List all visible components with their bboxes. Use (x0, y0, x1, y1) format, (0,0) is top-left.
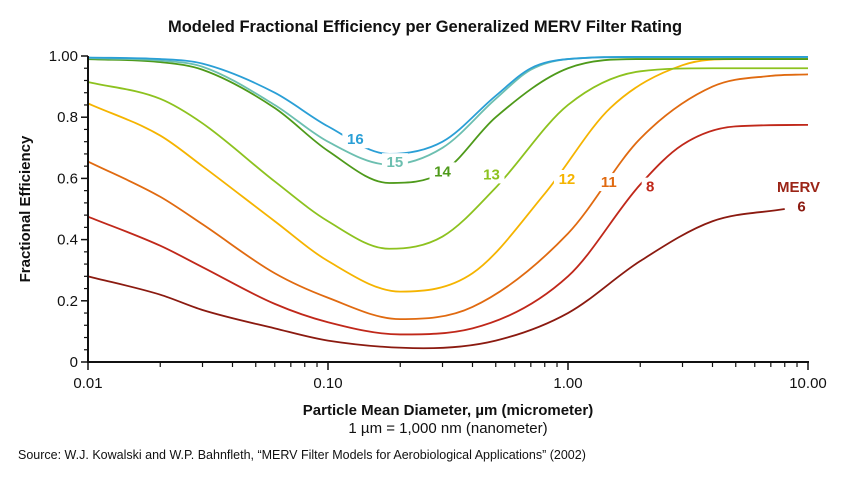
series-label-merv-15: 15 (387, 154, 404, 171)
series-label-bg (793, 197, 811, 216)
y-tick-label: 0.2 (57, 293, 78, 310)
series-label-bg (429, 162, 456, 181)
series-label-merv-16: 16 (347, 131, 364, 148)
x-axis-label: Particle Mean Diameter, µm (micrometer) (303, 402, 593, 419)
series-line-merv-16 (87, 56, 808, 155)
x-tick-label: 0.01 (73, 375, 102, 392)
series-label-bg (342, 130, 369, 149)
x-ticks: 0.01 0.10 1.00 10.00 (73, 362, 827, 392)
series-label-merv-12: 12 (559, 171, 576, 188)
series-layer (87, 56, 809, 350)
series-label-bg (641, 177, 659, 196)
series-label-bg (553, 169, 580, 188)
y-axis-label: Fractional Efficiency (17, 135, 34, 282)
axes: 0 0.2 0.4 0.6 0.8 1.00 0.01 0.10 1.00 10.00 (49, 48, 827, 392)
series-line-merv-11 (87, 73, 809, 321)
series-label-merv-13: 13 (483, 166, 500, 183)
series-label-merv-8: 8 (646, 179, 654, 196)
legend-title: MERV (777, 179, 820, 196)
x-axis-sublabel: 1 µm = 1,000 nm (nanometer) (348, 420, 547, 437)
series-label-merv-6: 6 (797, 199, 805, 216)
source-note: Source: W.J. Kowalski and W.P. Bahnfleth… (18, 448, 586, 462)
series-line-merv-15 (87, 56, 808, 166)
series-labels: 16 15 14 13 12 11 8 6 (342, 130, 811, 216)
series-label-bg (478, 165, 505, 184)
y-ticks: 0 0.2 0.4 0.6 0.8 1.00 (49, 48, 88, 371)
y-tick-label: 0.4 (57, 232, 78, 249)
chart-title: Modeled Fractional Efficiency per Genera… (168, 18, 682, 36)
y-tick-label: 1.00 (49, 48, 78, 65)
y-tick-label: 0.6 (57, 170, 78, 187)
series-line-merv-12 (87, 58, 808, 293)
series-line-merv-14 (87, 58, 808, 184)
x-tick-label: 10.00 (789, 375, 827, 392)
series-line-merv-6 (87, 208, 785, 350)
series-label-merv-11: 11 (601, 174, 617, 191)
series-label-bg (595, 173, 622, 192)
series-line-merv-8 (87, 123, 809, 336)
x-tick-label: 1.00 (553, 375, 582, 392)
x-tick-label: 0.10 (313, 375, 342, 392)
y-tick-label: 0.8 (57, 109, 78, 126)
series-label-bg (381, 153, 408, 172)
series-line-merv-13 (87, 67, 808, 250)
y-tick-label: 0 (70, 354, 78, 371)
series-label-merv-14: 14 (434, 163, 451, 180)
